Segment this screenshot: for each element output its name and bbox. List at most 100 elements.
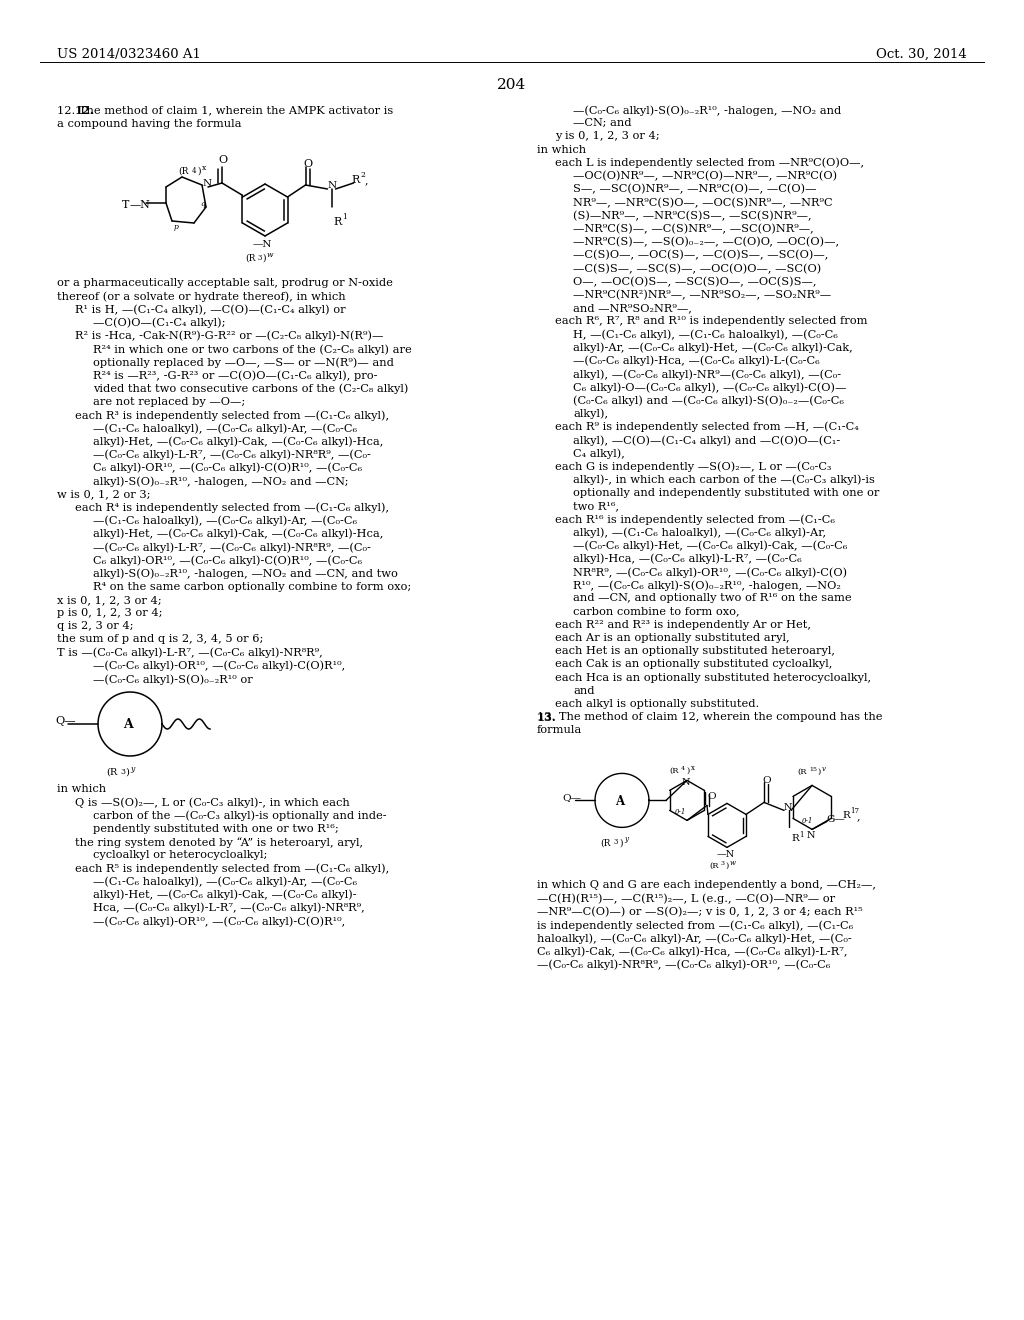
Text: the ring system denoted by “A” is heteroaryl, aryl,: the ring system denoted by “A” is hetero… bbox=[75, 837, 364, 847]
Text: carbon combine to form oxo,: carbon combine to form oxo, bbox=[573, 607, 739, 616]
Text: (R: (R bbox=[709, 862, 719, 870]
Text: cycloalkyl or heterocycloalkyl;: cycloalkyl or heterocycloalkyl; bbox=[93, 850, 267, 861]
Text: —(C₁-C₆ haloalkyl), —(C₀-C₆ alkyl)-Ar, —(C₀-C₆: —(C₁-C₆ haloalkyl), —(C₀-C₆ alkyl)-Ar, —… bbox=[93, 424, 357, 434]
Text: and: and bbox=[573, 686, 595, 696]
Text: each R¹⁶ is independently selected from —(C₁-C₆: each R¹⁶ is independently selected from … bbox=[555, 515, 835, 525]
Text: ): ) bbox=[686, 767, 689, 775]
Text: 3: 3 bbox=[120, 768, 125, 776]
Text: N: N bbox=[682, 779, 690, 788]
Text: O—, —OC(O)S—, —SC(S)O—, —OC(S)S—,: O—, —OC(O)S—, —SC(S)O—, —OC(S)S—, bbox=[573, 277, 816, 286]
Text: w is 0, 1, 2 or 3;: w is 0, 1, 2 or 3; bbox=[57, 490, 151, 499]
Text: Hca, —(C₀-C₆ alkyl)-L-R⁷, —(C₀-C₆ alkyl)-NR⁸R⁹,: Hca, —(C₀-C₆ alkyl)-L-R⁷, —(C₀-C₆ alkyl)… bbox=[93, 903, 365, 913]
Text: 204: 204 bbox=[498, 78, 526, 92]
Text: (R: (R bbox=[106, 768, 118, 777]
Text: C₄ alkyl),: C₄ alkyl), bbox=[573, 449, 625, 459]
Text: carbon of the —(C₀-C₃ alkyl)-is optionally and inde-: carbon of the —(C₀-C₃ alkyl)-is optional… bbox=[93, 810, 387, 821]
Text: R²⁴ in which one or two carbons of the (C₂-C₈ alkyl) are: R²⁴ in which one or two carbons of the (… bbox=[93, 345, 412, 355]
Text: or a pharmaceutically acceptable salt, prodrug or N-oxide: or a pharmaceutically acceptable salt, p… bbox=[57, 279, 393, 288]
Text: ): ) bbox=[618, 838, 623, 847]
Text: S—, —SC(O)NR⁹—, —NR⁹C(O)—, —C(O)—: S—, —SC(O)NR⁹—, —NR⁹C(O)—, —C(O)— bbox=[573, 185, 816, 194]
Text: v: v bbox=[822, 766, 826, 774]
Text: ): ) bbox=[817, 767, 820, 775]
Text: C₆ alkyl)-OR¹⁰, —(C₀-C₆ alkyl)-C(O)R¹⁰, —(C₀-C₆: C₆ alkyl)-OR¹⁰, —(C₀-C₆ alkyl)-C(O)R¹⁰, … bbox=[93, 556, 362, 566]
Text: 1: 1 bbox=[342, 213, 347, 220]
Text: vided that two consecutive carbons of the (C₂-C₈ alkyl): vided that two consecutive carbons of th… bbox=[93, 384, 409, 395]
Text: optionally and independently substituted with one or: optionally and independently substituted… bbox=[573, 488, 880, 498]
Text: —N: —N bbox=[253, 240, 272, 249]
Text: —C(H)(R¹⁵)—, —C(R¹⁵)₂—, L (e.g., —C(O)—NR⁹— or: —C(H)(R¹⁵)—, —C(R¹⁵)₂—, L (e.g., —C(O)—N… bbox=[537, 894, 836, 904]
Text: 13.: 13. bbox=[537, 713, 557, 723]
Text: T: T bbox=[122, 201, 129, 210]
Text: alkyl)-Ar, —(C₀-C₆ alkyl)-Het, —(C₀-C₆ alkyl)-Cak,: alkyl)-Ar, —(C₀-C₆ alkyl)-Het, —(C₀-C₆ a… bbox=[573, 343, 853, 354]
Text: q is 2, 3 or 4;: q is 2, 3 or 4; bbox=[57, 622, 133, 631]
Text: p is 0, 1, 2, 3 or 4;: p is 0, 1, 2, 3 or 4; bbox=[57, 609, 163, 618]
Text: y is 0, 1, 2, 3 or 4;: y is 0, 1, 2, 3 or 4; bbox=[555, 132, 659, 141]
Text: ,: , bbox=[857, 812, 860, 821]
Text: —(C₀-C₆ alkyl)-S(O)₀₋₂R¹⁰ or: —(C₀-C₆ alkyl)-S(O)₀₋₂R¹⁰ or bbox=[93, 675, 253, 685]
Text: —(C₀-C₆ alkyl)-L-R⁷, —(C₀-C₆ alkyl)-NR⁸R⁹, —(C₀-: —(C₀-C₆ alkyl)-L-R⁷, —(C₀-C₆ alkyl)-NR⁸R… bbox=[93, 450, 371, 461]
Text: (C₀-C₆ alkyl) and —(C₀-C₆ alkyl)-S(O)₀₋₂—(C₀-C₆: (C₀-C₆ alkyl) and —(C₀-C₆ alkyl)-S(O)₀₋₂… bbox=[573, 396, 844, 407]
Text: (R: (R bbox=[669, 767, 679, 775]
Text: R² is -Hca, -Cak-N(R⁹)-G-R²² or —(C₂-C₈ alkyl)-N(R⁹)—: R² is -Hca, -Cak-N(R⁹)-G-R²² or —(C₂-C₈ … bbox=[75, 331, 383, 342]
Text: 2: 2 bbox=[360, 172, 366, 180]
Text: —OC(O)NR⁹—, —NR⁹C(O)—NR⁹—, —NR⁹C(O): —OC(O)NR⁹—, —NR⁹C(O)—NR⁹—, —NR⁹C(O) bbox=[573, 172, 838, 181]
Text: 12. The method of claim 1, wherein the AMPK activator is: 12. The method of claim 1, wherein the A… bbox=[57, 106, 393, 115]
Text: T is —(C₀-C₆ alkyl)-L-R⁷, —(C₀-C₆ alkyl)-NR⁸R⁹,: T is —(C₀-C₆ alkyl)-L-R⁷, —(C₀-C₆ alkyl)… bbox=[57, 648, 323, 659]
Text: G—: G— bbox=[826, 816, 845, 825]
Text: alkyl)-Het, —(C₀-C₆ alkyl)-Cak, —(C₀-C₆ alkyl)-Hca,: alkyl)-Het, —(C₀-C₆ alkyl)-Cak, —(C₀-C₆ … bbox=[93, 437, 383, 447]
Text: —(C₀-C₆ alkyl)-OR¹⁰, —(C₀-C₆ alkyl)-C(O)R¹⁰,: —(C₀-C₆ alkyl)-OR¹⁰, —(C₀-C₆ alkyl)-C(O)… bbox=[93, 916, 345, 927]
Text: N: N bbox=[328, 181, 337, 190]
Text: C₆ alkyl)-Cak, —(C₀-C₆ alkyl)-Hca, —(C₀-C₆ alkyl)-L-R⁷,: C₆ alkyl)-Cak, —(C₀-C₆ alkyl)-Hca, —(C₀-… bbox=[537, 946, 848, 957]
Text: y: y bbox=[624, 836, 628, 843]
Text: alkyl), —C(O)—(C₁-C₄ alkyl) and —C(O)O—(C₁-: alkyl), —C(O)—(C₁-C₄ alkyl) and —C(O)O—(… bbox=[573, 436, 841, 446]
Text: 4: 4 bbox=[681, 767, 685, 771]
Text: each Het is an optionally substituted heteroaryl,: each Het is an optionally substituted he… bbox=[555, 647, 835, 656]
Text: R: R bbox=[792, 834, 799, 843]
Text: A: A bbox=[615, 796, 624, 808]
Text: —NR⁹C(NR²)NR⁹—, —NR⁹SO₂—, —SO₂NR⁹—: —NR⁹C(NR²)NR⁹—, —NR⁹SO₂—, —SO₂NR⁹— bbox=[573, 290, 831, 300]
Text: 15: 15 bbox=[809, 767, 817, 772]
Text: (R: (R bbox=[178, 168, 188, 176]
Text: —(C₀-C₆ alkyl)-L-R⁷, —(C₀-C₆ alkyl)-NR⁸R⁹, —(C₀-: —(C₀-C₆ alkyl)-L-R⁷, —(C₀-C₆ alkyl)-NR⁸R… bbox=[93, 543, 371, 553]
Text: —C(O)O—(C₁-C₄ alkyl);: —C(O)O—(C₁-C₄ alkyl); bbox=[93, 318, 225, 329]
Text: (R: (R bbox=[797, 767, 807, 775]
Text: two R¹⁶,: two R¹⁶, bbox=[573, 502, 620, 511]
Text: 0-1: 0-1 bbox=[675, 808, 686, 816]
Text: alkyl)-Het, —(C₀-C₆ alkyl)-Cak, —(C₀-C₆ alkyl)-Hca,: alkyl)-Het, —(C₀-C₆ alkyl)-Cak, —(C₀-C₆ … bbox=[93, 529, 383, 540]
Text: pendently substituted with one or two R¹⁶;: pendently substituted with one or two R¹… bbox=[93, 824, 339, 834]
Text: the sum of p and q is 2, 3, 4, 5 or 6;: the sum of p and q is 2, 3, 4, 5 or 6; bbox=[57, 635, 263, 644]
Text: 1: 1 bbox=[799, 832, 804, 840]
Text: 4: 4 bbox=[193, 168, 197, 176]
Text: —C(S)S—, —SC(S)—, —OC(O)O—, —SC(O): —C(S)S—, —SC(S)—, —OC(O)O—, —SC(O) bbox=[573, 264, 821, 273]
Text: alkyl)-S(O)₀₋₂R¹⁰, -halogen, —NO₂ and —CN;: alkyl)-S(O)₀₋₂R¹⁰, -halogen, —NO₂ and —C… bbox=[93, 477, 348, 487]
Text: each R³ is independently selected from —(C₁-C₆ alkyl),: each R³ is independently selected from —… bbox=[75, 411, 389, 421]
Text: A: A bbox=[123, 718, 133, 731]
Text: —C(S)O—, —OC(S)—, —C(O)S—, —SC(O)—,: —C(S)O—, —OC(S)—, —C(O)S—, —SC(O)—, bbox=[573, 251, 828, 260]
Text: each R⁹ is independently selected from —H, —(C₁-C₄: each R⁹ is independently selected from —… bbox=[555, 422, 859, 433]
Text: —(C₀-C₆ alkyl)-OR¹⁰, —(C₀-C₆ alkyl)-C(O)R¹⁰,: —(C₀-C₆ alkyl)-OR¹⁰, —(C₀-C₆ alkyl)-C(O)… bbox=[93, 661, 345, 672]
Text: N: N bbox=[784, 804, 793, 812]
Text: each R⁵ is independently selected from —(C₁-C₆ alkyl),: each R⁵ is independently selected from —… bbox=[75, 863, 389, 874]
Text: O: O bbox=[762, 776, 771, 785]
Text: NR⁹—, —NR⁹C(S)O—, —OC(S)NR⁹—, —NR⁹C: NR⁹—, —NR⁹C(S)O—, —OC(S)NR⁹—, —NR⁹C bbox=[573, 198, 833, 207]
Text: alkyl),: alkyl), bbox=[573, 409, 608, 420]
Text: US 2014/0323460 A1: US 2014/0323460 A1 bbox=[57, 48, 201, 61]
Text: N: N bbox=[807, 832, 815, 841]
Text: is independently selected from —(C₁-C₆ alkyl), —(C₁-C₆: is independently selected from —(C₁-C₆ a… bbox=[537, 920, 853, 931]
Text: and —NR⁹SO₂NR⁹—,: and —NR⁹SO₂NR⁹—, bbox=[573, 304, 692, 313]
Text: alkyl), —(C₁-C₆ haloalkyl), —(C₀-C₆ alkyl)-Ar,: alkyl), —(C₁-C₆ haloalkyl), —(C₀-C₆ alky… bbox=[573, 528, 826, 539]
Text: each R²² and R²³ is independently Ar or Het,: each R²² and R²³ is independently Ar or … bbox=[555, 620, 811, 630]
Text: each R⁶, R⁷, R⁸ and R¹⁰ is independently selected from: each R⁶, R⁷, R⁸ and R¹⁰ is independently… bbox=[555, 317, 867, 326]
Text: y: y bbox=[130, 766, 134, 774]
Text: 17: 17 bbox=[850, 808, 859, 816]
Text: x: x bbox=[202, 164, 206, 172]
Text: ): ) bbox=[125, 768, 129, 777]
Text: R: R bbox=[351, 176, 359, 185]
Text: O: O bbox=[303, 158, 312, 169]
Text: 12.: 12. bbox=[75, 106, 95, 116]
Text: —NR⁹C(S)—, —S(O)₀₋₂—, —C(O)O, —OC(O)—,: —NR⁹C(S)—, —S(O)₀₋₂—, —C(O)O, —OC(O)—, bbox=[573, 238, 839, 247]
Text: ): ) bbox=[725, 862, 728, 870]
Text: —(C₀-C₆ alkyl)-NR⁸R⁹, —(C₀-C₆ alkyl)-OR¹⁰, —(C₀-C₆: —(C₀-C₆ alkyl)-NR⁸R⁹, —(C₀-C₆ alkyl)-OR¹… bbox=[537, 960, 830, 970]
Text: alkyl), —(C₀-C₆ alkyl)-NR⁹—(C₀-C₆ alkyl), —(C₀-: alkyl), —(C₀-C₆ alkyl)-NR⁹—(C₀-C₆ alkyl)… bbox=[573, 370, 841, 380]
Text: each Ar is an optionally substituted aryl,: each Ar is an optionally substituted ary… bbox=[555, 634, 790, 643]
